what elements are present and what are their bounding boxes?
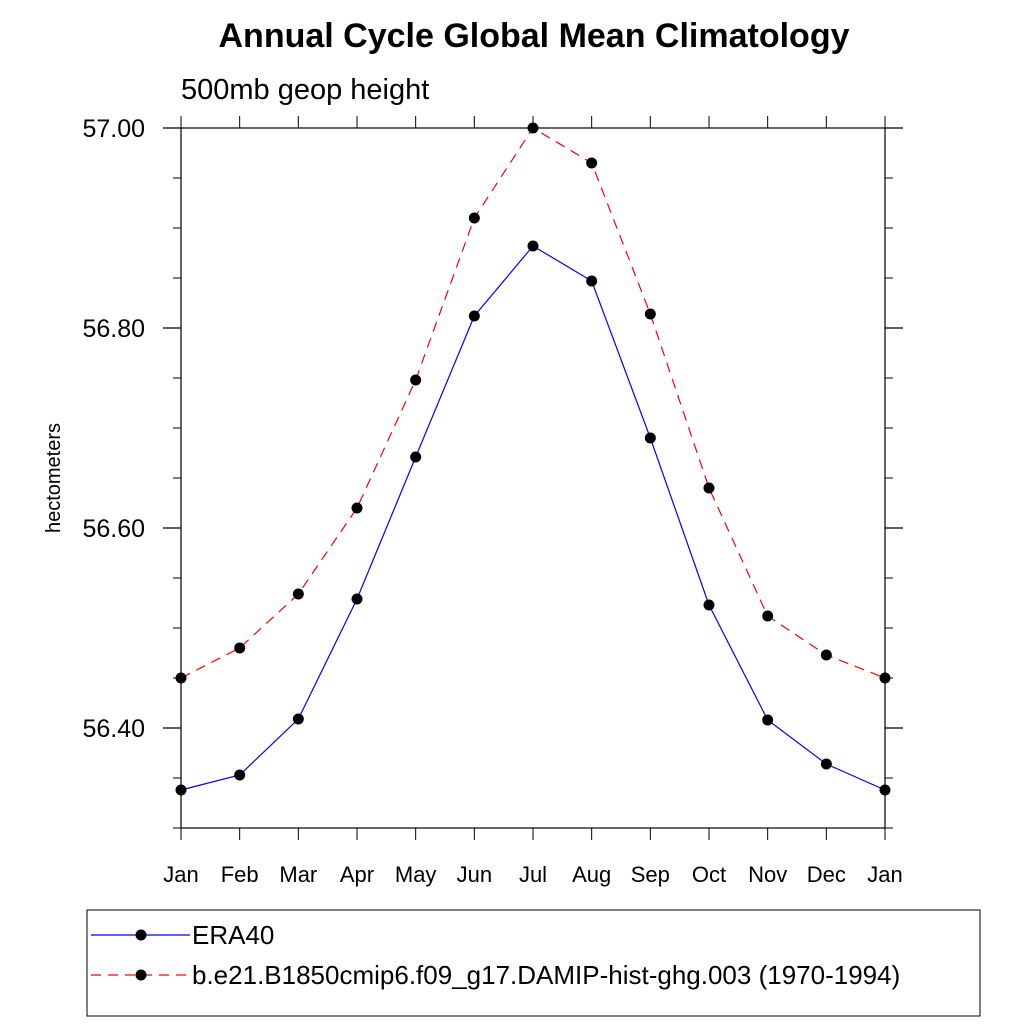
data-point — [586, 157, 598, 169]
data-point — [879, 784, 891, 796]
chart-subtitle: 500mb geop height — [181, 74, 429, 106]
data-point — [527, 240, 539, 252]
data-point — [879, 672, 891, 684]
x-tick-label: Mar — [279, 862, 317, 887]
plot-frame — [180, 127, 886, 829]
data-point — [703, 482, 715, 494]
legend-marker — [135, 929, 147, 941]
data-point — [351, 502, 363, 514]
data-point — [762, 610, 774, 622]
y-axis-label: hectometers — [43, 423, 65, 533]
legend-box — [86, 909, 981, 1017]
series-line — [180, 127, 886, 679]
legend: ERA40 b.e21.B1850cmip6.f09_g17.DAMIP-hist… — [86, 909, 981, 1017]
data-point — [644, 308, 656, 320]
data-point — [762, 714, 774, 726]
data-point — [410, 374, 422, 386]
data-point — [820, 649, 832, 661]
x-tick-label: Dec — [807, 862, 846, 887]
x-tick-label: Oct — [692, 862, 726, 887]
data-point — [703, 599, 715, 611]
data-point — [234, 769, 246, 781]
series-layer — [175, 122, 891, 796]
data-point — [586, 275, 598, 287]
x-tick-label: Nov — [748, 862, 787, 887]
y-tick-label: 56.80 — [82, 315, 145, 343]
x-tick-label: Jun — [457, 862, 492, 887]
x-tick-label: Apr — [340, 862, 374, 887]
data-point — [527, 122, 539, 134]
data-point — [292, 713, 304, 725]
legend-item-2: b.e21.B1850cmip6.f09_g17.DAMIP-hist-ghg.… — [91, 960, 900, 990]
data-point — [468, 212, 480, 224]
y-tick-label: 56.60 — [82, 515, 145, 543]
data-point — [234, 642, 246, 654]
series-1 — [175, 240, 891, 796]
data-point — [644, 432, 656, 444]
x-tick-label: Aug — [572, 862, 611, 887]
legend-item-1: ERA40 — [91, 920, 274, 950]
x-tick-label: Jan — [163, 862, 198, 887]
y-tick-label: 56.40 — [82, 715, 145, 743]
data-point — [175, 784, 187, 796]
data-point — [175, 672, 187, 684]
data-point — [820, 758, 832, 770]
legend-marker — [135, 969, 147, 981]
data-point — [410, 451, 422, 463]
x-tick-label: Sep — [631, 862, 670, 887]
y-tick-label: 57.00 — [82, 115, 145, 143]
data-point — [292, 588, 304, 600]
chart-title: Annual Cycle Global Mean Climatology — [219, 17, 850, 55]
x-tick-label: Feb — [221, 862, 259, 887]
axes: Jan Feb Mar Apr May Jun Jul Aug Sep Oct Nov Dec Jan 5… — [82, 115, 903, 887]
data-point — [468, 310, 480, 322]
legend-label: ERA40 — [192, 920, 274, 950]
legend-label: b.e21.B1850cmip6.f09_g17.DAMIP-hist-ghg.… — [192, 960, 900, 990]
x-tick-label: May — [395, 862, 437, 887]
x-tick-label: Jul — [519, 862, 547, 887]
data-point — [351, 593, 363, 605]
series-2 — [175, 122, 891, 684]
series-line — [180, 245, 886, 791]
x-tick-label: Jan — [867, 862, 902, 887]
